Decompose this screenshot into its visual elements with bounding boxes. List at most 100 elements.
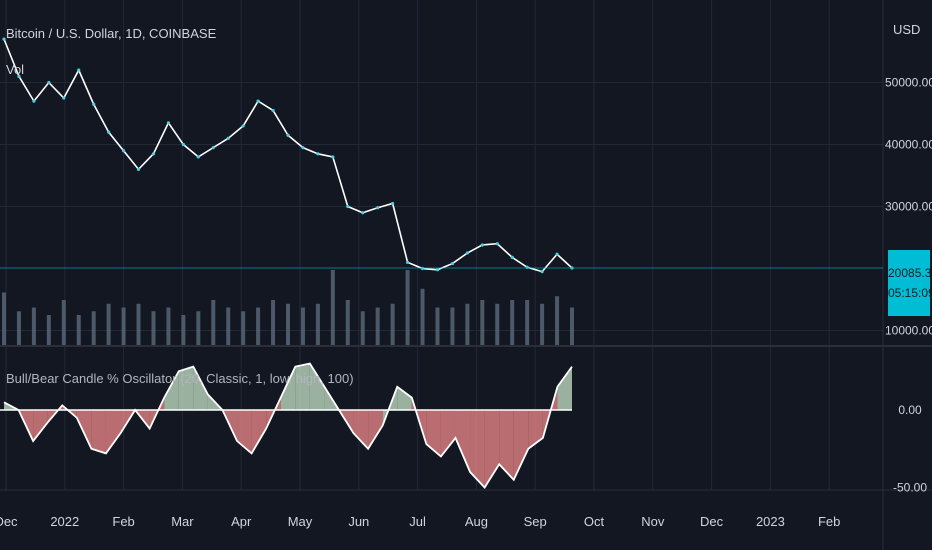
bear-area (440, 410, 456, 457)
price-point (136, 167, 141, 171)
volume-bar (510, 300, 515, 345)
bear-area (33, 410, 48, 441)
volume-bar (256, 307, 261, 345)
bear-area (368, 410, 383, 449)
last-price-tag: 20085.31 05:15:09 (888, 250, 932, 316)
volume-bar (555, 296, 560, 345)
volume-bar (286, 303, 290, 345)
bear-area (353, 410, 369, 449)
currency-label: USD (893, 22, 921, 37)
price-point (151, 152, 156, 156)
bull-area (295, 363, 310, 410)
price-line (3, 38, 573, 273)
volume-bar (196, 311, 201, 345)
oscillator-pane[interactable] (0, 362, 573, 489)
bear-area (455, 410, 471, 472)
volume-bar (390, 303, 395, 345)
bull-area (557, 366, 572, 410)
x-tick-label: Feb (112, 514, 134, 529)
price-pane[interactable] (0, 37, 883, 274)
volume-bar (136, 303, 141, 345)
volume-bar (166, 307, 171, 345)
volume-bar (360, 311, 365, 345)
oscillator-legend[interactable]: Bull/Bear Candle % Oscillator (20, Class… (6, 371, 354, 386)
last-price-value: 20085.31 (888, 266, 932, 280)
price-point (316, 152, 320, 156)
price-point (450, 261, 455, 266)
volume-bar (151, 311, 156, 345)
price-point (435, 268, 440, 272)
volume-bar (271, 300, 276, 345)
x-tick-label: Feb (818, 514, 840, 529)
y-tick-label: 10000.00 (885, 324, 932, 338)
y-tick-label: 50000.00 (885, 76, 932, 90)
axes: Dec 2022 Feb Mar Apr May Jun Jul Aug Sep Oct Nov Dec… (0, 76, 932, 529)
volume-bar (241, 311, 246, 345)
volume-bar (121, 307, 126, 345)
price-point (346, 204, 350, 209)
price-point (376, 206, 380, 210)
volume-bar (495, 303, 500, 345)
x-tick-label: Apr (231, 514, 252, 529)
bear-area (91, 410, 106, 454)
volume-bar (226, 307, 231, 345)
price-point (107, 130, 111, 134)
countdown-value: 05:15:09 (888, 286, 932, 300)
x-tick-label: Mar (171, 514, 194, 529)
price-point (241, 124, 245, 128)
symbol-legend[interactable]: Bitcoin / U.S. Dollar, 1D, COINBASE (6, 26, 217, 41)
volume-legend[interactable]: Vol (6, 62, 25, 77)
bear-area (499, 410, 514, 480)
x-tick-label: 2023 (756, 514, 785, 529)
bull-area (164, 371, 179, 410)
bear-area (426, 410, 441, 457)
volume-bar (540, 303, 545, 345)
volume-bar (450, 307, 455, 345)
x-tick-label: Jun (348, 514, 369, 529)
price-point (286, 133, 290, 137)
volume-bar (61, 300, 66, 345)
x-tick-label: 2022 (50, 514, 79, 529)
price-point (555, 252, 559, 256)
price-point (465, 251, 469, 255)
x-tick-label: Jul (409, 514, 426, 529)
volume-bar (300, 307, 305, 345)
x-tick-label: Dec (700, 514, 724, 529)
y-tick-label: 30000.00 (885, 200, 932, 214)
price-point (301, 146, 305, 150)
osc-tick-label: 0.00 (898, 403, 922, 417)
price-point (405, 260, 410, 264)
bear-area (470, 410, 485, 488)
y-tick-label: 40000.00 (885, 138, 932, 152)
volume-bar (330, 270, 335, 345)
x-tick-label: Oct (584, 514, 605, 529)
volume-bar (420, 288, 425, 345)
volume-bar (525, 300, 530, 345)
volume-bar (211, 300, 216, 345)
volume-bar (76, 315, 81, 345)
volume-bar (405, 270, 410, 345)
volume-bar (435, 307, 440, 345)
price-point (17, 74, 21, 78)
price-point (211, 146, 215, 150)
bear-area (237, 410, 252, 454)
volume-bar (570, 307, 574, 345)
bear-area (513, 410, 529, 480)
volume-bar (465, 303, 470, 345)
volume-bar (2, 292, 6, 345)
volume-bar (16, 311, 21, 345)
bull-area (397, 386, 412, 410)
bull-area (309, 363, 325, 410)
volume-bar (375, 307, 380, 345)
price-point (196, 155, 200, 159)
bull-area (193, 366, 208, 410)
price-point (480, 243, 484, 247)
price-point (92, 102, 96, 106)
price-point (181, 142, 185, 147)
volume-bar (31, 307, 36, 345)
volume-bar (315, 303, 320, 345)
x-tick-label: May (288, 514, 313, 529)
volume-bar (46, 315, 51, 345)
volume-bar (106, 303, 111, 345)
